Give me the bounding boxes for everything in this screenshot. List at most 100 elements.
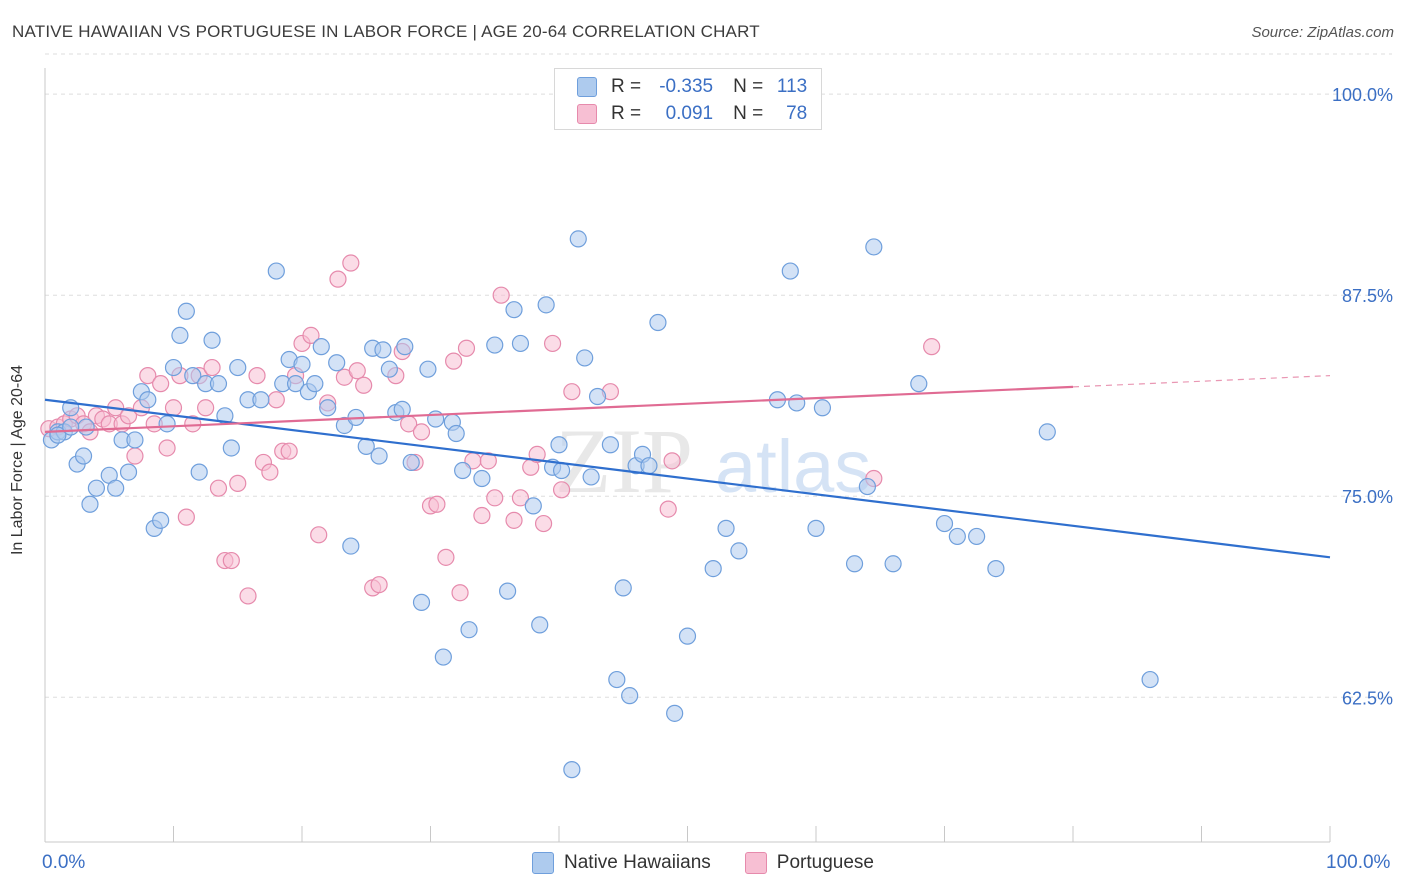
native-hawaiian-point xyxy=(293,355,311,373)
portuguese-point xyxy=(229,474,247,492)
portuguese-trend-extension xyxy=(1072,375,1331,388)
portuguese-point xyxy=(197,399,215,417)
native-hawaiian-point xyxy=(499,582,517,600)
native-hawaiian-point xyxy=(678,627,697,645)
native-hawaiian-point xyxy=(968,527,986,546)
native-hawaiian-point xyxy=(552,461,571,480)
native-hawaiian-point xyxy=(203,331,221,349)
native-hawaiian-point xyxy=(328,354,346,372)
native-hawaiian-point xyxy=(858,477,877,496)
y-tick-labels: 62.5% 75.0% 87.5% 100.0% xyxy=(1332,85,1393,708)
native-hawaiian-point xyxy=(158,415,176,433)
native-hawaiian-point xyxy=(486,336,504,354)
portuguese-point xyxy=(355,376,373,394)
native-hawaiian-point xyxy=(614,579,632,597)
legend-item-native-hawaiians: Native Hawaiians xyxy=(532,852,711,874)
native-hawaiian-point xyxy=(511,334,530,353)
portuguese-point xyxy=(348,362,366,380)
native-hawaiian-point xyxy=(402,453,420,472)
native-hawaiian-point xyxy=(730,542,748,560)
watermark-atlas: atlas xyxy=(715,425,871,508)
stats-n-value: 78 xyxy=(786,103,808,124)
native-hawaiian-point xyxy=(267,262,285,280)
native-hawaiian-point xyxy=(396,338,414,356)
native-hawaiian-point xyxy=(884,555,902,573)
portuguese-point xyxy=(552,481,571,499)
native-hawaiian-point xyxy=(427,410,445,428)
native-hawaiian-points xyxy=(42,230,1159,779)
portuguese-point xyxy=(239,587,257,605)
portuguese-point xyxy=(329,270,347,288)
native-hawaiian-point xyxy=(419,360,437,378)
legend-label: Portuguese xyxy=(776,852,874,873)
native-hawaiian-point xyxy=(531,616,549,634)
legend-swatch-pink xyxy=(744,852,767,874)
portuguese-point xyxy=(152,375,170,393)
native-hawaiian-point xyxy=(1038,423,1056,441)
portuguese-point xyxy=(479,452,497,470)
portuguese-point xyxy=(126,447,144,465)
portuguese-point xyxy=(158,439,176,457)
portuguese-point xyxy=(528,445,546,464)
portuguese-point xyxy=(445,352,463,370)
portuguese-point xyxy=(222,551,240,570)
stats-r-label: R = xyxy=(611,103,642,124)
y-tick-label: 87.5% xyxy=(1342,286,1393,306)
x-tick-label-max: 100.0% xyxy=(1326,852,1391,873)
native-hawaiian-point xyxy=(190,463,208,481)
source-label: Source: ZipAtlas.com xyxy=(1251,24,1394,41)
portuguese-point xyxy=(261,463,279,481)
native-hawaiian-point xyxy=(807,519,825,537)
native-hawaiian-point xyxy=(126,431,144,449)
native-hawaiian-point xyxy=(704,559,722,578)
portuguese-point xyxy=(164,399,183,417)
stats-r-value: -0.335 xyxy=(659,76,714,97)
native-hawaiian-point xyxy=(588,387,607,406)
legend-label: Native Hawaiians xyxy=(564,852,711,873)
native-hawaiian-point xyxy=(813,399,832,417)
portuguese-point xyxy=(342,254,360,272)
native-hawaiian-point xyxy=(107,479,125,497)
native-hawaiian-point xyxy=(717,519,735,537)
portuguese-point xyxy=(412,423,431,441)
portuguese-point xyxy=(280,442,298,460)
native-hawaiian-point xyxy=(935,514,954,533)
portuguese-point xyxy=(119,407,138,425)
stats-n-value: 113 xyxy=(776,76,808,97)
native-hawaiian-point xyxy=(393,400,411,418)
gridlines xyxy=(45,53,1392,698)
native-hawaiian-trend-line xyxy=(44,398,1331,559)
chart-title: NATIVE HAWAIIAN VS PORTUGUESE IN LABOR F… xyxy=(12,22,760,41)
native-hawaiian-point xyxy=(569,230,587,248)
portuguese-point xyxy=(534,514,553,533)
native-hawaiian-point xyxy=(77,418,95,436)
portuguese-point xyxy=(184,415,202,433)
native-hawaiian-point xyxy=(286,375,305,393)
native-hawaiian-point xyxy=(374,341,392,359)
native-hawaiian-point xyxy=(177,302,195,320)
native-hawaiian-point xyxy=(788,394,806,412)
native-hawaiian-point xyxy=(666,704,684,722)
portuguese-point xyxy=(473,506,491,525)
native-hawaiian-point xyxy=(473,469,491,488)
stats-row-portuguese: R = 0.091 N = 78 xyxy=(577,101,807,127)
stats-row-native-hawaiians: R = -0.335 N = 113 xyxy=(577,74,807,100)
stats-n-label: N = xyxy=(733,76,764,97)
portuguese-point xyxy=(563,383,581,401)
native-hawaiian-point xyxy=(447,424,465,443)
portuguese-point xyxy=(451,584,469,602)
portuguese-point xyxy=(486,489,504,507)
native-hawaiian-point xyxy=(550,436,568,454)
y-tick-label: 75.0% xyxy=(1342,487,1393,507)
native-hawaiian-point xyxy=(370,447,388,465)
native-hawaiian-point xyxy=(319,399,337,417)
native-hawaiian-point xyxy=(454,461,472,480)
native-hawaiian-point xyxy=(119,463,138,481)
stats-swatch-blue xyxy=(577,77,597,97)
native-hawaiian-point xyxy=(563,761,581,779)
stats-r-label: R = xyxy=(611,76,642,97)
portuguese-point xyxy=(370,576,388,594)
y-tick-label: 100.0% xyxy=(1332,85,1393,105)
native-hawaiian-point xyxy=(608,670,626,689)
native-hawaiian-point xyxy=(640,457,658,475)
